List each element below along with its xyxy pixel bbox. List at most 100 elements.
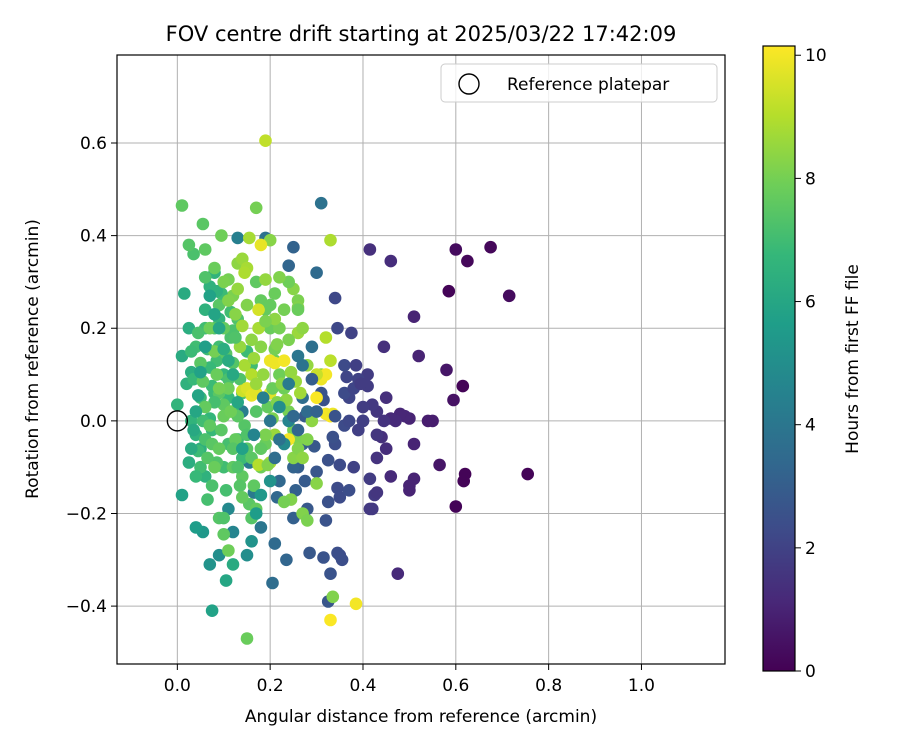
data-point bbox=[354, 377, 368, 391]
data-point bbox=[226, 558, 240, 571]
data-point bbox=[205, 604, 219, 617]
data-point bbox=[280, 553, 293, 567]
data-point bbox=[212, 382, 226, 395]
data-point bbox=[259, 273, 272, 286]
data-point bbox=[349, 597, 363, 611]
data-point bbox=[231, 460, 244, 474]
data-point bbox=[191, 389, 205, 402]
data-point bbox=[331, 321, 344, 335]
data-point bbox=[189, 521, 203, 534]
data-point bbox=[502, 289, 516, 303]
data-point bbox=[226, 442, 240, 456]
data-point bbox=[384, 470, 398, 483]
data-point bbox=[254, 442, 268, 456]
data-point bbox=[189, 470, 203, 483]
data-point bbox=[215, 229, 228, 242]
data-point bbox=[458, 467, 472, 481]
data-point bbox=[266, 576, 279, 590]
data-point bbox=[243, 231, 256, 245]
data-point bbox=[175, 488, 189, 502]
colorbar-tick-label: 2 bbox=[805, 539, 816, 559]
data-point bbox=[412, 349, 426, 363]
x-tick-label: 1.0 bbox=[628, 676, 655, 696]
data-point bbox=[247, 479, 261, 493]
data-point bbox=[231, 282, 244, 296]
data-point bbox=[268, 537, 282, 550]
data-point bbox=[215, 423, 228, 437]
data-point bbox=[461, 254, 474, 268]
data-point bbox=[301, 514, 314, 527]
data-point bbox=[363, 243, 377, 256]
data-point bbox=[484, 240, 497, 254]
data-point bbox=[198, 400, 212, 414]
data-point bbox=[219, 574, 233, 587]
data-point bbox=[310, 391, 323, 405]
data-point bbox=[175, 199, 189, 212]
data-point bbox=[182, 456, 196, 469]
data-point bbox=[282, 259, 296, 273]
data-point bbox=[370, 486, 384, 499]
data-point bbox=[247, 428, 261, 442]
colorbar-tick-label: 10 bbox=[805, 46, 827, 66]
data-point bbox=[326, 590, 340, 604]
data-point bbox=[426, 414, 439, 428]
data-point bbox=[217, 275, 230, 289]
data-point bbox=[370, 451, 384, 465]
data-point bbox=[217, 511, 230, 525]
data-point bbox=[291, 433, 305, 446]
data-point bbox=[198, 340, 212, 354]
data-point bbox=[277, 495, 291, 509]
data-point bbox=[328, 409, 342, 423]
colorbar-ticks: 0 2 4 6 8 10 bbox=[795, 46, 827, 682]
data-point bbox=[187, 423, 200, 437]
data-point bbox=[296, 359, 309, 372]
x-axis-label: Angular distance from reference (arcmin) bbox=[245, 707, 597, 727]
data-point bbox=[254, 488, 268, 502]
data-point bbox=[324, 613, 337, 627]
data-point bbox=[273, 474, 286, 488]
data-point bbox=[231, 396, 244, 409]
data-point bbox=[301, 405, 314, 418]
data-point bbox=[338, 386, 351, 400]
data-point bbox=[319, 331, 333, 344]
legend-label-reference: Reference platepar bbox=[507, 75, 669, 95]
data-point bbox=[291, 303, 305, 317]
data-point bbox=[238, 359, 251, 372]
data-point bbox=[185, 345, 198, 358]
data-point bbox=[259, 428, 272, 442]
x-tick-label: 0.0 bbox=[164, 676, 191, 696]
data-point bbox=[210, 368, 224, 381]
colorbar-label: Hours from first FF file bbox=[843, 264, 863, 454]
data-point bbox=[347, 460, 361, 474]
data-point bbox=[205, 479, 219, 493]
data-point bbox=[363, 472, 377, 486]
y-tick-label: −0.2 bbox=[66, 504, 107, 524]
data-point bbox=[403, 479, 416, 493]
data-point bbox=[456, 379, 470, 393]
data-point bbox=[261, 400, 275, 414]
y-tick-label: 0.4 bbox=[80, 227, 107, 247]
x-axis: 0.0 0.2 0.4 0.6 0.8 1.0 bbox=[164, 664, 655, 696]
data-point bbox=[335, 553, 349, 567]
data-point bbox=[231, 231, 244, 245]
data-point bbox=[289, 484, 303, 497]
y-axis-label: Rotation from reference (arcmin) bbox=[23, 219, 43, 499]
data-point bbox=[212, 548, 226, 562]
data-point bbox=[379, 442, 393, 456]
y-tick-label: 0.2 bbox=[80, 319, 107, 339]
data-point bbox=[263, 414, 277, 428]
data-point bbox=[291, 423, 305, 437]
data-point bbox=[310, 465, 323, 479]
data-point bbox=[238, 266, 251, 280]
data-point bbox=[270, 338, 284, 351]
data-point bbox=[284, 365, 298, 379]
data-point bbox=[268, 287, 282, 300]
data-point bbox=[324, 354, 337, 368]
data-point bbox=[433, 458, 446, 472]
data-point bbox=[259, 315, 272, 328]
colorbar-tick-label: 8 bbox=[805, 169, 816, 189]
data-point bbox=[349, 359, 363, 372]
x-tick-label: 0.8 bbox=[535, 676, 562, 696]
colorbar-tick-label: 4 bbox=[805, 416, 816, 436]
